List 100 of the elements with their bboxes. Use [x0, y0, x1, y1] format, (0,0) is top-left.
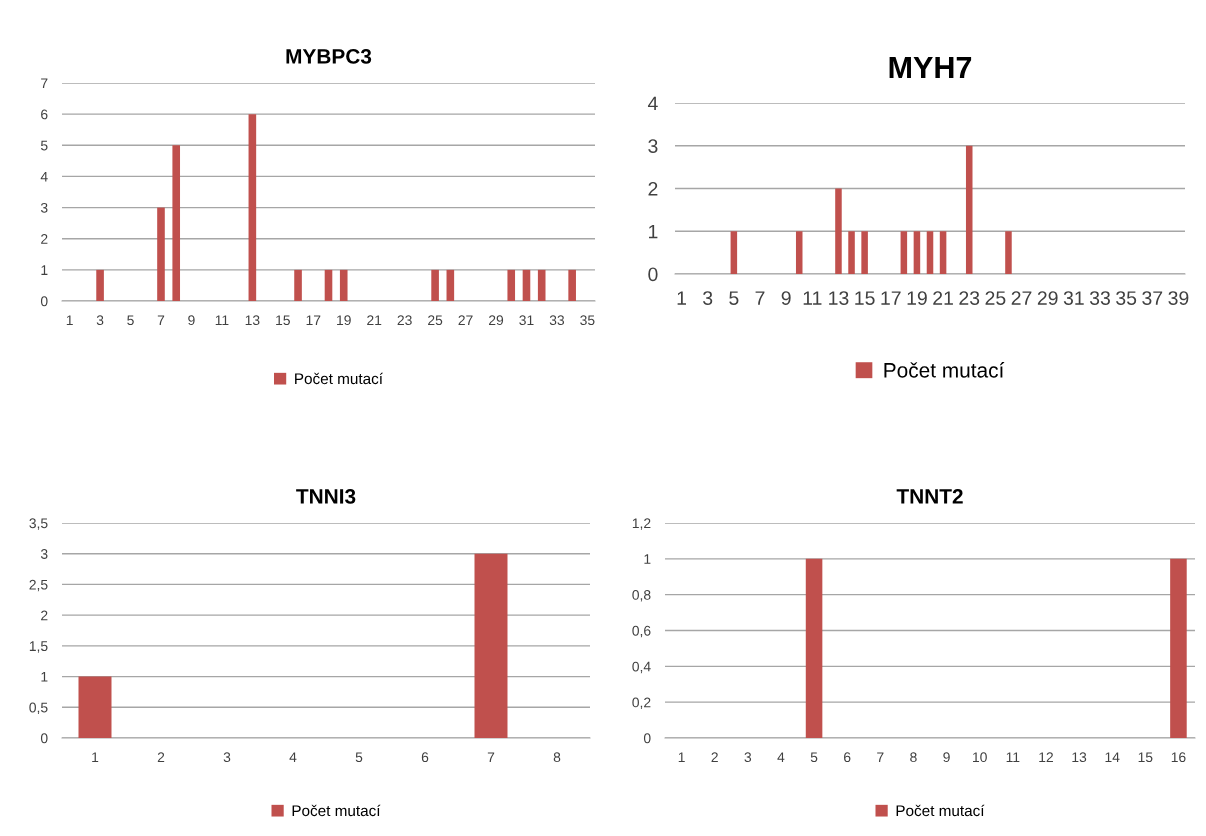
x-tick-label: 4 [777, 752, 785, 762]
x-tick-label: 11 [1006, 752, 1020, 762]
x-tick-label: 13 [829, 291, 849, 305]
y-tick-label: 3 [40, 202, 48, 213]
x-tick-label: 5 [729, 291, 739, 305]
x-tick-label: 3 [703, 291, 713, 305]
chart-title: MYH7 [889, 56, 972, 78]
y-tick-label: 1 [649, 224, 658, 239]
y-tick-label: 1 [41, 672, 48, 682]
x-tick-label: 9 [943, 752, 950, 763]
x-tick-label: 15 [1138, 752, 1153, 763]
y-tick-label: 5 [40, 140, 48, 151]
bar [446, 269, 455, 301]
x-tick-label: 1 [92, 752, 99, 762]
x-tick-label: 4 [289, 752, 297, 762]
x-tick-label: 27 [1011, 291, 1032, 305]
x-tick-label: 16 [1171, 752, 1186, 763]
x-tick-label: 35 [580, 315, 595, 326]
x-tick-label: 5 [810, 752, 818, 763]
bar [861, 231, 868, 274]
y-tick-label: 2 [41, 610, 48, 621]
chart-title: MYBPC3 [286, 49, 372, 64]
x-tick-label: 37 [1142, 291, 1163, 305]
bar [848, 231, 855, 274]
y-tick-label: 0,2 [632, 697, 651, 709]
y-tick-label: 1,2 [632, 518, 651, 530]
bar [939, 231, 947, 274]
bar [730, 231, 738, 274]
x-tick-label: 13 [1072, 752, 1087, 763]
x-tick-label: 3 [96, 315, 104, 326]
x-tick-label: 1 [678, 752, 685, 762]
x-tick-label: 14 [1105, 752, 1120, 762]
x-tick-label: 8 [910, 752, 917, 763]
bar [431, 269, 439, 301]
bar [965, 145, 973, 274]
bar [157, 207, 165, 301]
x-tick-label: 1 [677, 291, 686, 305]
x-tick-label: 3 [223, 752, 231, 763]
x-tick-label: 23 [397, 315, 412, 326]
y-tick-label: 1 [41, 265, 48, 275]
x-tick-label: 25 [985, 291, 1006, 305]
y-tick-label: 3 [648, 139, 658, 153]
y-tick-label: 1,5 [29, 641, 48, 653]
x-tick-label: 7 [487, 752, 495, 762]
y-tick-label: 0,6 [632, 625, 651, 638]
bar [96, 269, 104, 301]
y-tick-label: 2,5 [29, 579, 48, 592]
y-tick-label: 0 [40, 296, 48, 307]
x-tick-label: 15 [855, 291, 875, 305]
x-tick-label: 2 [711, 752, 718, 762]
y-tick-label: 2 [648, 181, 658, 196]
x-tick-label: 7 [755, 291, 765, 305]
chart-title: TNNI3 [296, 489, 356, 504]
y-tick-label: 4 [40, 171, 48, 182]
bar [926, 231, 934, 274]
y-tick-label: 3 [40, 549, 48, 559]
y-tick-label: 6 [41, 109, 48, 120]
y-tick-label: 7 [41, 78, 48, 89]
x-tick-label: 6 [421, 752, 429, 763]
y-tick-label: 1 [644, 554, 651, 564]
y-tick-label: 4 [647, 96, 658, 111]
x-tick-label: 39 [1168, 291, 1189, 305]
bar [1005, 231, 1012, 274]
bar [522, 269, 531, 301]
bar [835, 188, 842, 274]
x-tick-label: 33 [549, 315, 565, 326]
y-tick-label: 0,5 [29, 702, 48, 715]
y-tick-label: 3,5 [29, 518, 48, 530]
x-tick-label: 25 [428, 315, 443, 326]
x-tick-label: 31 [519, 315, 534, 326]
x-tick-label: 6 [844, 752, 851, 763]
bar [900, 231, 908, 274]
x-tick-label: 31 [1063, 291, 1084, 305]
x-tick-label: 3 [744, 752, 752, 763]
x-tick-label: 10 [973, 752, 987, 763]
y-tick-label: 0,8 [632, 590, 651, 602]
bar [324, 269, 333, 301]
x-tick-label: 23 [959, 291, 980, 305]
x-tick-label: 5 [127, 315, 134, 326]
x-tick-label: 5 [355, 752, 363, 763]
x-tick-label: 12 [1039, 752, 1053, 762]
x-tick-label: 2 [157, 752, 165, 762]
x-tick-label: 11 [803, 291, 822, 305]
x-tick-label: 7 [877, 752, 884, 762]
x-tick-label: 27 [458, 315, 473, 325]
legend-label: Počet mutací [292, 804, 381, 817]
x-tick-label: 21 [367, 315, 382, 325]
x-tick-label: 9 [188, 315, 195, 326]
legend-label: Počet mutací [884, 362, 1005, 378]
x-tick-label: 17 [881, 291, 901, 305]
y-tick-label: 2 [41, 234, 48, 244]
bar [339, 269, 348, 301]
bar [507, 269, 516, 301]
x-tick-label: 21 [933, 291, 953, 305]
legend-label: Počet mutací [896, 804, 985, 817]
x-tick-label: 17 [306, 315, 321, 325]
bar [795, 231, 803, 274]
x-tick-label: 35 [1116, 291, 1137, 305]
y-tick-label: 0 [40, 733, 48, 744]
x-tick-label: 19 [337, 315, 351, 326]
